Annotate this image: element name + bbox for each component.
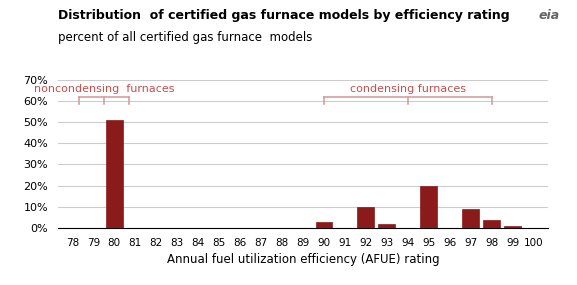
Bar — [420, 186, 437, 228]
Bar — [462, 209, 479, 228]
Bar — [483, 219, 500, 228]
Bar — [504, 226, 521, 228]
Text: eia: eia — [538, 9, 560, 22]
Bar — [357, 207, 374, 228]
Text: condensing furnaces: condensing furnaces — [350, 84, 466, 93]
Bar — [106, 120, 123, 228]
X-axis label: Annual fuel utilization efficiency (AFUE) rating: Annual fuel utilization efficiency (AFUE… — [167, 253, 439, 266]
Text: Distribution  of certified gas furnace models by efficiency rating: Distribution of certified gas furnace mo… — [58, 9, 509, 22]
Bar — [379, 224, 395, 228]
Text: noncondensing  furnaces: noncondensing furnaces — [33, 84, 174, 93]
Bar — [316, 222, 332, 228]
Text: percent of all certified gas furnace  models: percent of all certified gas furnace mod… — [58, 31, 312, 44]
